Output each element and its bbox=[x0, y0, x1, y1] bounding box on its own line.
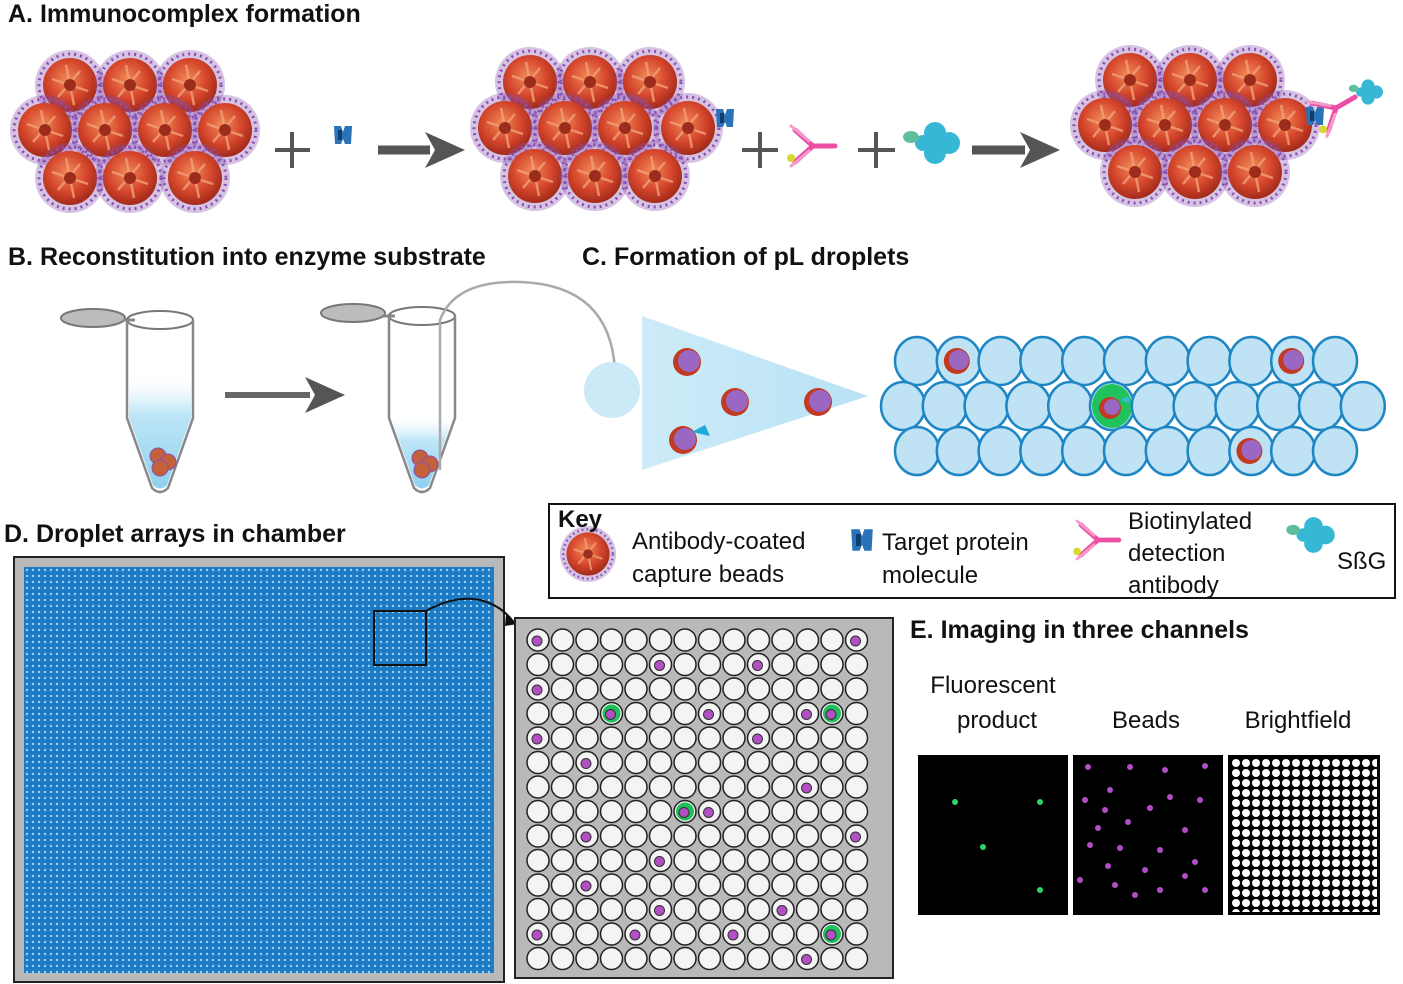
panel-a-cluster-2 bbox=[468, 45, 734, 213]
sbg-enzyme-icon bbox=[903, 122, 960, 164]
arrow-icon bbox=[378, 132, 465, 168]
key-sbg: SßG bbox=[1337, 548, 1387, 575]
tube-icon bbox=[320, 280, 617, 494]
fluorescent-label-line2: product bbox=[956, 707, 1038, 734]
arrow-icon bbox=[225, 377, 345, 413]
target-protein-icon bbox=[334, 126, 352, 144]
zoomed-array bbox=[514, 617, 894, 979]
fluorescent-label-line1: Fluorescent bbox=[930, 672, 1056, 699]
panel-c-title: C. Formation of pL droplets bbox=[582, 243, 910, 271]
beads-label: Beads bbox=[1111, 707, 1181, 734]
plus-icon bbox=[275, 132, 310, 168]
fluorescent-dots bbox=[952, 799, 1043, 893]
key-title: Key bbox=[558, 506, 603, 533]
key-beads-line1: Antibody-coated bbox=[632, 528, 806, 555]
plus-icon bbox=[742, 132, 778, 168]
panel-a-title: A. Immunocomplex formation bbox=[8, 0, 361, 28]
brightfield-label: Brightfield bbox=[1244, 707, 1352, 734]
fluorescent-channel-image bbox=[918, 755, 1068, 915]
key-beads-line2: capture beads bbox=[632, 561, 785, 588]
key-target-line2: molecule bbox=[882, 562, 979, 589]
panel-d-title: D. Droplet arrays in chamber bbox=[4, 520, 346, 548]
key-antibody-line3: antibody bbox=[1128, 572, 1219, 599]
key-target-line1: Target protein bbox=[882, 529, 1029, 556]
panel-b-title: B. Reconstitution into enzyme substrate bbox=[8, 243, 486, 271]
key-antibody-line2: detection bbox=[1128, 540, 1226, 567]
plus-icon bbox=[858, 132, 895, 168]
panel-e-title: E. Imaging in three channels bbox=[910, 616, 1249, 644]
key-antibody-line1: Biotinylated bbox=[1128, 508, 1253, 535]
arrow-icon bbox=[972, 132, 1060, 168]
beads-channel-image bbox=[1073, 755, 1223, 915]
detection-antibody-icon bbox=[787, 126, 835, 166]
panel-a-cluster-1 bbox=[8, 48, 262, 215]
droplet-array bbox=[879, 335, 1387, 477]
tube-icon bbox=[60, 308, 195, 494]
key-box bbox=[548, 503, 1396, 599]
panel-a-cluster-3 bbox=[1068, 43, 1383, 209]
droplet-generator bbox=[584, 316, 868, 470]
bead-dots bbox=[1077, 763, 1208, 898]
chamber bbox=[13, 556, 518, 983]
